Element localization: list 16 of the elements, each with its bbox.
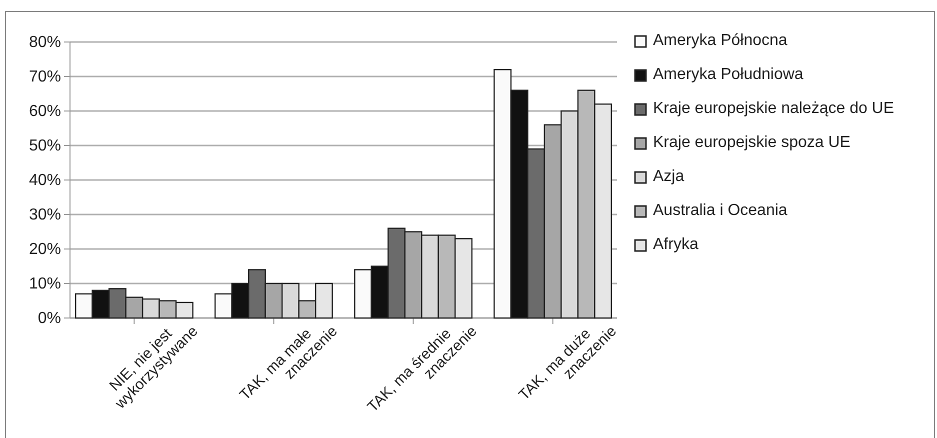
y-tick-label: 10% bbox=[28, 276, 61, 293]
legend-label: Kraje europejskie należące do UE bbox=[653, 100, 894, 117]
y-tick-label: 40% bbox=[28, 172, 61, 190]
legend-label: Kraje europejskie spoza UE bbox=[653, 134, 850, 151]
y-tick-label: 50% bbox=[28, 138, 61, 155]
y-tick-label: 70% bbox=[28, 68, 61, 86]
y-tick-label: 60% bbox=[28, 103, 61, 120]
legend-label: Australia i Oceania bbox=[653, 202, 788, 219]
legend-label: Afryka bbox=[653, 236, 698, 253]
y-tick-label: 80% bbox=[28, 34, 61, 52]
y-tick-label: 30% bbox=[28, 206, 61, 224]
y-tick-label: 0% bbox=[38, 310, 61, 328]
y-tick-label: 20% bbox=[28, 241, 61, 258]
legend-label: Azja bbox=[653, 168, 684, 185]
legend-label: Ameryka Południowa bbox=[653, 66, 804, 83]
legend-label: Ameryka Północna bbox=[653, 32, 788, 49]
